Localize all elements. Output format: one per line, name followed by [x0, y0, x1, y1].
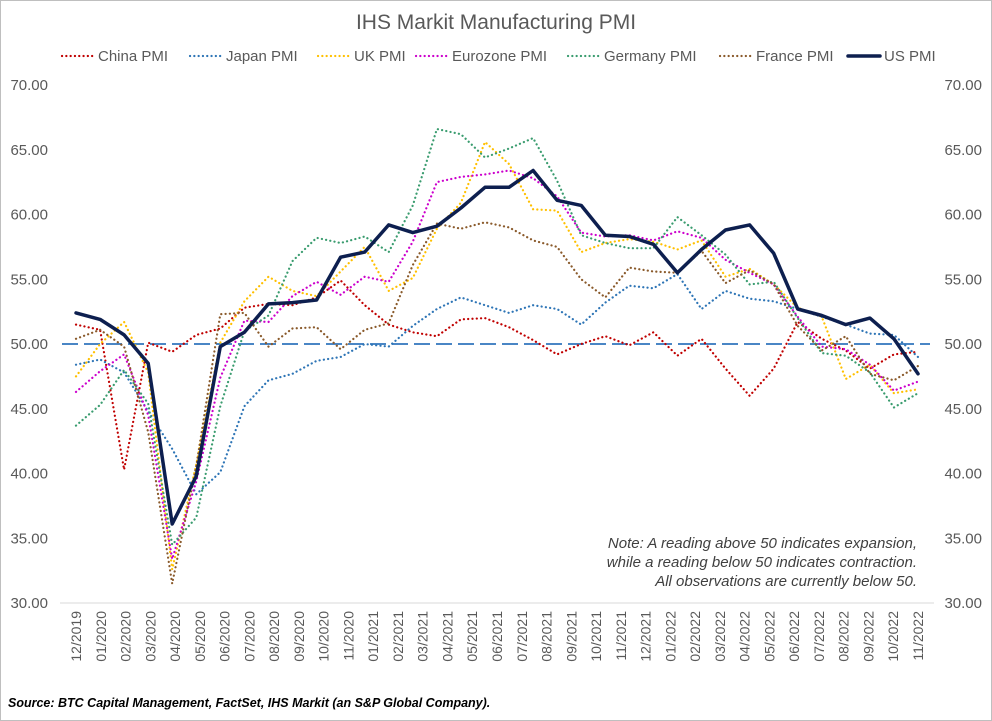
x-tick-label: 06/2021 [489, 611, 505, 662]
legend-label: Eurozone PMI [452, 48, 547, 65]
y-tick-label-left: 50.00 [10, 336, 48, 353]
x-tick-label: 04/2022 [737, 611, 753, 662]
y-tick-label-left: 70.00 [10, 77, 48, 94]
series-group [74, 127, 920, 585]
x-tick-label: 03/2022 [712, 611, 728, 662]
x-tick-label: 01/2020 [93, 611, 109, 662]
series-line-germany-pmi [74, 127, 920, 546]
x-tick-label: 05/2020 [192, 611, 208, 662]
x-tick-label: 10/2020 [316, 611, 332, 662]
x-tick-label: 07/2021 [514, 611, 530, 662]
y-axis-right: 30.00 35.00 40.00 45.00 50.00 55.00 60.00 65.00… [944, 77, 982, 612]
legend-label: Japan PMI [226, 48, 298, 65]
x-tick-label: 02/2022 [687, 611, 703, 662]
y-tick-label-right: 40.00 [944, 466, 982, 483]
y-tick-label-right: 70.00 [944, 77, 982, 94]
series-line-eurozone-pmi [74, 169, 920, 561]
legend-label: US PMI [884, 48, 936, 65]
note-line: while a reading below 50 indicates contr… [607, 554, 917, 571]
x-tick-label: 06/2022 [786, 611, 802, 662]
note-line: Note: A reading above 50 indicates expan… [608, 535, 917, 552]
x-tick-label: 09/2021 [563, 611, 579, 662]
source-note: Source: BTC Capital Management, FactSet,… [8, 696, 491, 710]
chart-note: Note: A reading above 50 indicates expan… [607, 535, 917, 590]
y-tick-label-left: 30.00 [10, 595, 48, 612]
note-line: All observations are currently below 50. [654, 573, 917, 590]
x-tick-label: 09/2022 [860, 611, 876, 662]
series-line-japan-pmi [74, 273, 920, 496]
x-tick-label: 06/2020 [217, 611, 233, 662]
x-tick-label: 07/2020 [241, 611, 257, 662]
x-tick-label: 05/2021 [464, 611, 480, 662]
y-axis-left: 30.00 35.00 40.00 45.00 50.00 55.00 60.00 65.00… [10, 77, 48, 612]
x-tick-label: 03/2020 [142, 611, 158, 662]
x-tick-label: 04/2020 [167, 611, 183, 662]
series-line-china-pmi [74, 279, 920, 471]
y-tick-label-left: 65.00 [10, 142, 48, 159]
y-tick-label-left: 40.00 [10, 466, 48, 483]
x-tick-label: 08/2021 [539, 611, 555, 662]
x-tick-label: 11/2022 [910, 611, 926, 661]
x-tick-label: 10/2022 [885, 611, 901, 662]
legend-label: Germany PMI [604, 48, 697, 65]
x-tick-label: 05/2022 [761, 611, 777, 662]
x-tick-label: 01/2021 [365, 611, 381, 662]
y-tick-label-right: 60.00 [944, 207, 982, 224]
x-tick-label: 11/2021 [613, 611, 629, 661]
y-tick-label-right: 30.00 [944, 595, 982, 612]
y-tick-label-left: 35.00 [10, 530, 48, 547]
series-line-france-pmi [74, 221, 920, 585]
x-tick-label: 09/2020 [291, 611, 307, 662]
x-axis: 12/2019 01/2020 02/2020 03/2020 04/2020 05/20… [60, 602, 934, 662]
x-tick-label: 12/2021 [638, 611, 654, 662]
legend: China PMI Japan PMI UK PMI Eurozone PMI Germ… [60, 48, 936, 65]
x-tick-label: 03/2021 [415, 611, 431, 662]
chart-title: IHS Markit Manufacturing PMI [356, 11, 636, 34]
x-tick-label: 02/2020 [118, 611, 134, 662]
x-tick-label: 02/2021 [390, 611, 406, 662]
x-tick-label: 11/2020 [340, 611, 356, 661]
x-tick-label: 04/2021 [439, 611, 455, 662]
y-tick-label-right: 35.00 [944, 530, 982, 547]
x-tick-label: 12/2019 [68, 611, 84, 662]
y-tick-label-right: 55.00 [944, 271, 982, 288]
x-tick-label: 10/2021 [588, 611, 604, 662]
x-tick-label: 08/2022 [836, 611, 852, 662]
x-tick-label: 08/2020 [266, 611, 282, 662]
y-tick-label-left: 60.00 [10, 207, 48, 224]
y-tick-label-right: 65.00 [944, 142, 982, 159]
y-tick-label-left: 45.00 [10, 401, 48, 418]
series-line-uk-pmi [74, 140, 920, 571]
legend-label: China PMI [98, 48, 168, 65]
series-line-us-pmi [74, 168, 920, 526]
legend-label: UK PMI [354, 48, 406, 65]
legend-label: France PMI [756, 48, 834, 65]
x-tick-label: 07/2022 [811, 611, 827, 662]
y-tick-label-left: 55.00 [10, 271, 48, 288]
y-tick-label-right: 45.00 [944, 401, 982, 418]
x-tick-label: 01/2022 [662, 611, 678, 662]
y-tick-label-right: 50.00 [944, 336, 982, 353]
